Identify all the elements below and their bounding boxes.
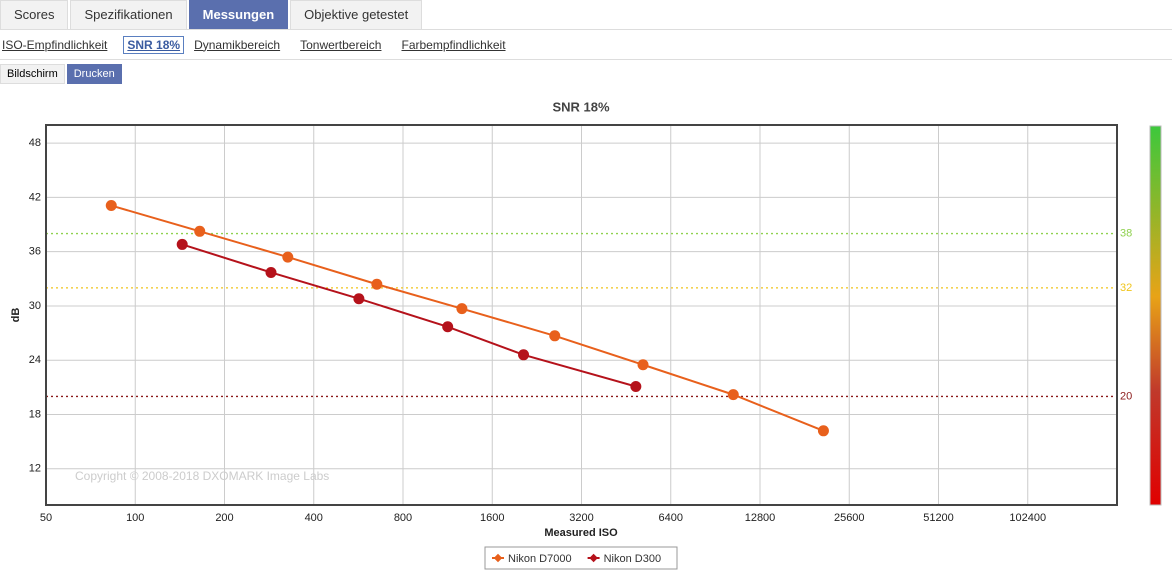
- x-tick-label: 400: [305, 512, 323, 524]
- y-tick-label: 12: [29, 463, 41, 475]
- x-tick-label: 51200: [923, 512, 954, 524]
- tab[interactable]: Objektive getestet: [290, 0, 423, 29]
- legend-marker: [493, 553, 503, 563]
- quality-scale: [1149, 125, 1162, 506]
- data-point: [456, 303, 468, 315]
- x-tick-label: 800: [394, 512, 412, 524]
- reference-label: 38: [1120, 227, 1132, 239]
- legend-marker: [589, 553, 598, 563]
- data-point: [282, 251, 294, 263]
- data-point: [817, 425, 829, 437]
- x-tick-label: 200: [215, 512, 233, 524]
- plot-area: [45, 125, 1117, 505]
- reference-label: 32: [1120, 282, 1132, 294]
- button[interactable]: Drucken: [66, 64, 122, 84]
- plot-border: [45, 124, 1118, 506]
- copyright: Copyright © 2008-2018 DXOMARK Image Labs: [75, 469, 329, 483]
- legend-label: Nikon D300: [604, 553, 661, 565]
- y-tick-label: 48: [29, 137, 41, 149]
- chart-title: SNR 18%: [552, 99, 610, 114]
- subtab[interactable]: SNR 18%: [123, 35, 185, 54]
- x-tick-label: 25600: [834, 512, 865, 524]
- legend-label: Nikon D7000: [508, 553, 572, 565]
- data-point: [194, 225, 206, 237]
- subtab[interactable]: Farbempfindlichkeit: [401, 37, 506, 52]
- x-axis-label: Measured ISO: [544, 527, 618, 539]
- data-point: [630, 380, 642, 392]
- y-axis-label: dB: [10, 308, 22, 323]
- tab[interactable]: Messungen: [188, 0, 289, 29]
- x-tick-label: 6400: [659, 512, 683, 524]
- subtab[interactable]: Dynamikbereich: [194, 37, 281, 52]
- data-point: [549, 330, 561, 342]
- x-tick-label: 3200: [569, 512, 593, 524]
- navigation: Scores Spezifikationen Messungen Objektive …: [0, 0, 1172, 84]
- button-bar: Bildschirm Drucken: [0, 64, 1172, 84]
- y-tick-label: 42: [29, 191, 41, 203]
- x-tick-label: 1600: [480, 512, 504, 524]
- x-tick-label: 100: [126, 512, 144, 524]
- y-tick-label: 30: [29, 300, 41, 312]
- subtab-bar: ISO-Empfindlichkeit SNR 18% Dynamikbereich…: [0, 30, 1172, 60]
- data-point: [637, 359, 649, 371]
- legend: [484, 546, 678, 570]
- reference-label: 20: [1120, 390, 1132, 402]
- subtab[interactable]: ISO-Empfindlichkeit: [2, 37, 108, 52]
- data-point: [105, 200, 117, 212]
- tab[interactable]: Spezifikationen: [70, 0, 187, 29]
- data-point: [265, 266, 277, 278]
- y-tick-label: 18: [29, 408, 41, 420]
- data-point: [518, 349, 530, 361]
- y-tick-label: 36: [29, 246, 41, 258]
- data-point: [176, 238, 188, 250]
- x-tick-label: 50: [40, 512, 52, 524]
- data-point: [353, 293, 365, 305]
- y-tick-label: 24: [29, 354, 41, 366]
- series-line: [181, 243, 637, 388]
- data-point: [727, 389, 739, 401]
- tab[interactable]: Scores: [0, 0, 69, 29]
- data-point: [442, 321, 454, 333]
- x-tick-label: 12800: [745, 512, 776, 524]
- tab-bar: Scores Spezifikationen Messungen Objektive …: [0, 0, 1172, 30]
- data-point: [371, 278, 383, 290]
- x-tick-label: 102400: [1009, 512, 1046, 524]
- subtab[interactable]: Tonwertbereich: [300, 37, 382, 52]
- button[interactable]: Bildschirm: [0, 64, 65, 84]
